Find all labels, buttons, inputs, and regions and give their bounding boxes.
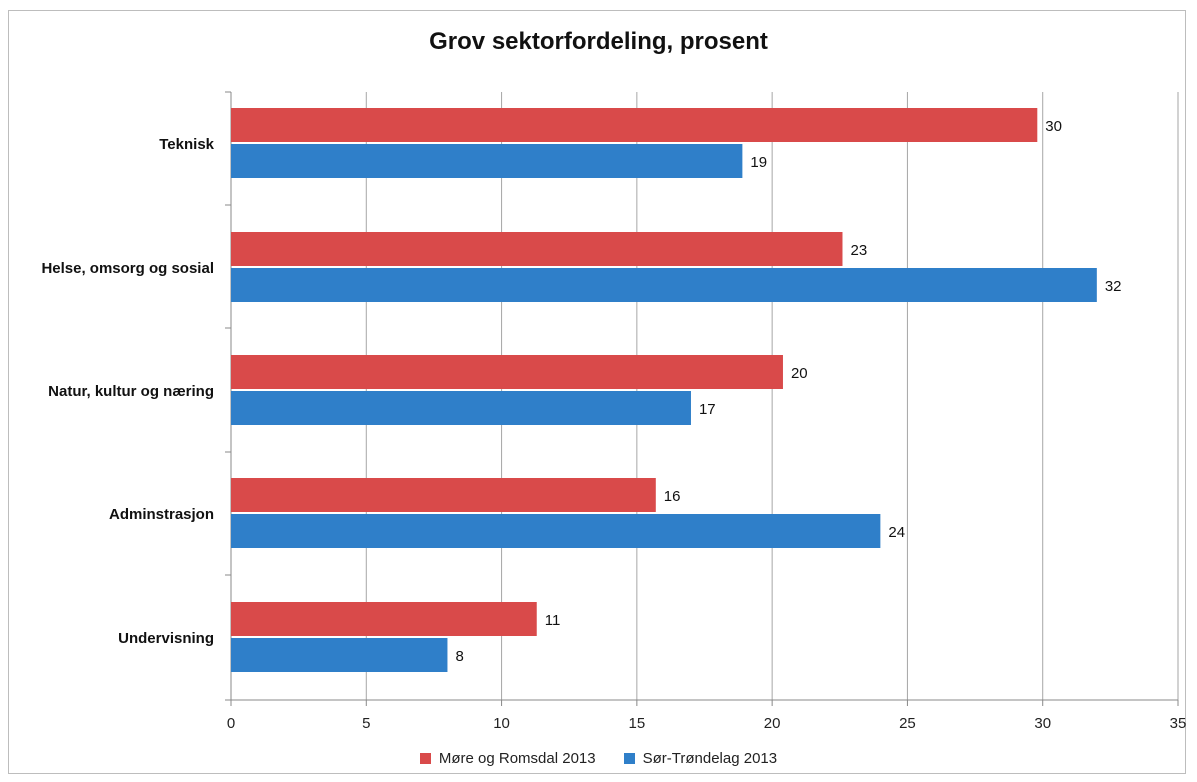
category-label-3: Adminstrasjon xyxy=(109,506,214,523)
category-label-4: Undervisning xyxy=(118,630,214,647)
x-tick-label-10: 10 xyxy=(493,715,510,732)
x-tick-label-0: 0 xyxy=(227,715,235,732)
bar-s1-0 xyxy=(231,144,743,178)
bar-s0-0 xyxy=(231,108,1038,142)
data-label-s0-4: 11 xyxy=(545,612,561,629)
category-label-0: Teknisk xyxy=(159,136,214,153)
chart-title: Grov sektorfordeling, prosent xyxy=(429,28,768,55)
category-label-2: Natur, kultur og næring xyxy=(48,383,214,400)
legend-swatch-sor-trondelag xyxy=(623,753,635,764)
category-label-1: Helse, omsorg og sosial xyxy=(41,260,214,277)
x-tick-label-20: 20 xyxy=(764,715,781,732)
data-label-s1-2: 17 xyxy=(699,401,716,418)
data-label-s1-1: 32 xyxy=(1105,278,1122,295)
x-tick-label-5: 5 xyxy=(362,715,370,732)
legend-swatch-more-og-romsdal xyxy=(419,753,431,764)
x-tick-label-35: 35 xyxy=(1170,715,1187,732)
data-label-s0-0: 30 xyxy=(1045,118,1062,135)
bar-s1-4 xyxy=(231,638,448,672)
legend-label-more-og-romsdal: Møre og Romsdal 2013 xyxy=(438,750,596,767)
x-tick-label-25: 25 xyxy=(899,715,916,732)
x-tick-label-15: 15 xyxy=(629,715,646,732)
data-label-s1-3: 24 xyxy=(888,524,905,541)
data-label-s0-3: 16 xyxy=(664,488,681,505)
legend-label-sor-trondelag: Sør-Trøndelag 2013 xyxy=(642,750,778,767)
bar-s0-3 xyxy=(231,478,656,512)
data-label-s1-0: 19 xyxy=(750,154,767,171)
bar-s1-3 xyxy=(231,514,881,548)
bar-s0-1 xyxy=(231,232,843,266)
data-label-s0-1: 23 xyxy=(850,242,867,259)
bar-s0-2 xyxy=(231,355,783,389)
x-tick-label-30: 30 xyxy=(1034,715,1051,732)
bar-s0-4 xyxy=(231,602,537,636)
data-label-s0-2: 20 xyxy=(791,365,808,382)
legend: Møre og Romsdal 2013 Sør-Trøndelag 2013 xyxy=(0,750,1197,767)
bar-s1-1 xyxy=(231,268,1097,302)
legend-item-more-og-romsdal: Møre og Romsdal 2013 xyxy=(419,750,596,767)
data-label-s1-4: 8 xyxy=(455,648,463,665)
bar-s1-2 xyxy=(231,391,691,425)
legend-item-sor-trondelag: Sør-Trøndelag 2013 xyxy=(623,750,778,767)
